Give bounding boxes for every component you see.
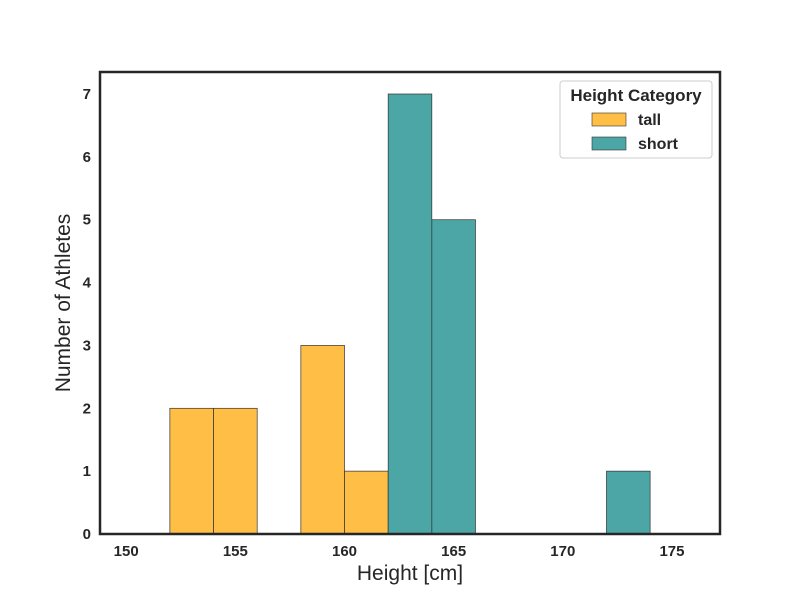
bar-tall-2 xyxy=(300,345,345,535)
plot-frame xyxy=(98,70,722,536)
x-tick-label: 160 xyxy=(332,543,357,560)
legend-label-tall: tall xyxy=(638,112,661,129)
bar-short-0 xyxy=(387,93,433,535)
bar-tall-1 xyxy=(213,407,258,535)
legend-title: Height Category xyxy=(570,86,702,105)
y-tick-label: 7 xyxy=(83,86,91,103)
y-tick-label: 1 xyxy=(83,463,91,480)
legend-swatch-short xyxy=(591,136,627,151)
x-tick-label: 170 xyxy=(550,543,575,560)
bar-tall-0 xyxy=(169,407,214,535)
y-tick-label: 5 xyxy=(83,212,91,229)
bar-tall-3 xyxy=(344,470,389,535)
y-ticks: 0 1 2 3 4 5 6 7 xyxy=(83,86,92,543)
bars-layer xyxy=(169,93,651,535)
y-tick-label: 6 xyxy=(83,149,91,166)
legend-label-short: short xyxy=(638,136,679,153)
x-tick-label: 150 xyxy=(114,543,139,560)
bar-short-1 xyxy=(431,219,476,535)
bar-short-2 xyxy=(606,470,651,535)
x-tick-label: 165 xyxy=(441,543,466,560)
y-tick-label: 4 xyxy=(83,275,92,292)
x-tick-label: 155 xyxy=(223,543,248,560)
x-ticks: 150 155 160 165 170 175 xyxy=(114,543,685,560)
legend-swatch-tall xyxy=(591,112,627,127)
x-axis-label: Height [cm] xyxy=(357,562,463,585)
legend: Height Category tall short xyxy=(559,80,713,159)
y-tick-label: 3 xyxy=(83,337,91,354)
y-tick-label: 0 xyxy=(83,526,91,543)
y-tick-label: 2 xyxy=(83,400,91,417)
y-axis-label: Number of Athletes xyxy=(52,214,75,393)
x-tick-label: 175 xyxy=(659,543,684,560)
